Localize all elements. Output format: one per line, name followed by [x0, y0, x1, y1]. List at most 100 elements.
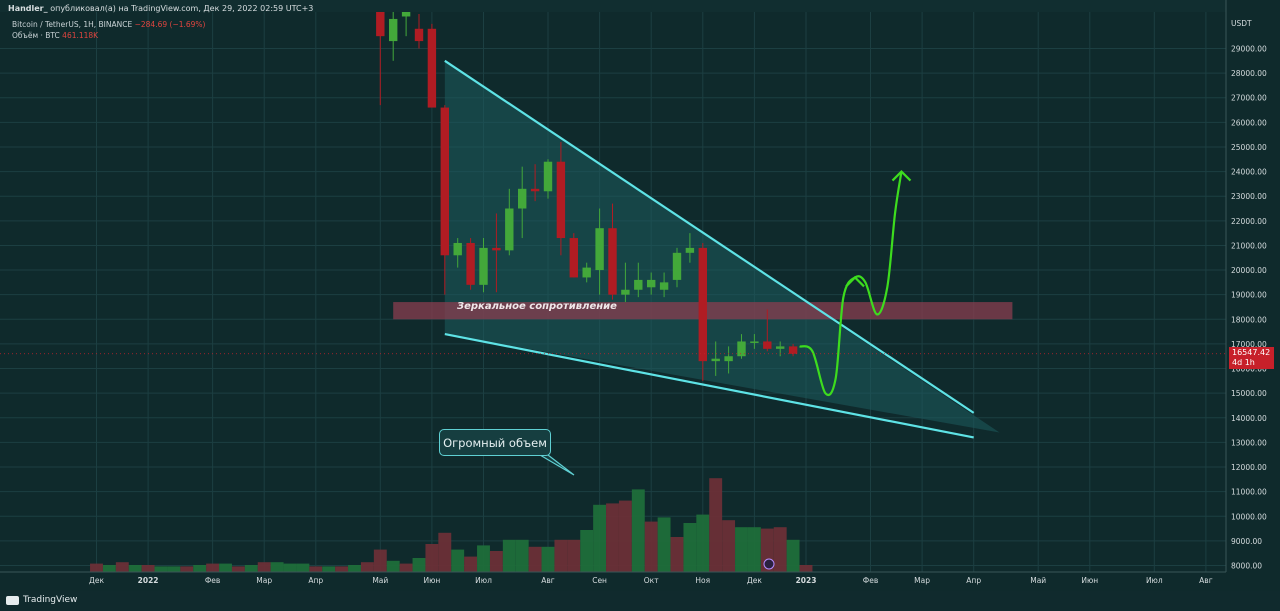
volume-bar	[425, 544, 439, 572]
volume-bar	[141, 565, 155, 572]
last-price-tag: 16547.42 4d 1h	[1229, 347, 1274, 369]
candle	[763, 309, 772, 352]
candle	[582, 262, 591, 283]
candle	[788, 343, 798, 357]
volume-bar	[489, 551, 503, 572]
volume-bar	[722, 520, 736, 572]
volume-bar	[309, 566, 323, 572]
candle-body	[750, 341, 759, 343]
volume-bar	[373, 549, 387, 572]
volume-bar	[244, 565, 258, 572]
volume-bar	[412, 558, 426, 572]
time-tick-label: Мар	[914, 576, 930, 585]
publish-header: Handler_ опубликовал(а) на TradingView.c…	[8, 4, 313, 13]
candle-body	[634, 279, 643, 290]
price-tick-label: 13000.00	[1231, 438, 1267, 447]
volume-bar	[399, 563, 413, 572]
time-tick-label: Сен	[592, 576, 607, 585]
candle	[389, 12, 398, 61]
volume-bar	[451, 549, 465, 572]
candle	[492, 213, 501, 293]
volume-bar	[567, 539, 581, 572]
time-tick-label: Дек	[747, 576, 762, 585]
candle-body	[479, 247, 488, 285]
candle-body	[414, 28, 424, 42]
time-tick-label: Авг	[541, 576, 555, 585]
price-tick-label: 15000.00	[1231, 389, 1267, 398]
candle	[685, 233, 695, 263]
tradingview-logo[interactable]: TradingView	[6, 595, 77, 605]
symbol-legend[interactable]: Bitcoin / TetherUS, 1Н, BINANCE −284.69 …	[12, 20, 205, 29]
candle-body	[672, 252, 682, 280]
volume-callout[interactable]: Огромный объем	[439, 429, 551, 456]
price-tick-label: 12000.00	[1231, 463, 1267, 472]
candle-body	[543, 161, 553, 192]
price-tick-label: 14000.00	[1231, 414, 1267, 423]
volume-bars	[90, 478, 813, 572]
volume-bar	[102, 565, 116, 572]
candle-body	[659, 282, 669, 290]
volume-bar	[322, 566, 336, 572]
volume-bar	[735, 527, 748, 572]
candle-body	[763, 341, 772, 349]
time-tick-label: Июн	[1081, 576, 1098, 585]
volume-bar	[296, 563, 310, 572]
volume-bar	[541, 546, 555, 572]
volume-bar	[618, 500, 632, 572]
price-change: −284.69 (−1.69%)	[134, 20, 206, 29]
candle	[595, 208, 604, 295]
candle	[737, 334, 746, 359]
volume-label: Объём · BTC	[12, 31, 60, 40]
time-tick-label: Фев	[205, 576, 221, 585]
forecast-arrow-top	[891, 170, 912, 182]
volume-bar	[167, 566, 181, 572]
candle-body	[595, 228, 604, 271]
volume-bar	[631, 489, 645, 572]
price-tick-label: 19000.00	[1231, 291, 1267, 300]
candle	[647, 272, 656, 295]
volume-bar	[219, 563, 232, 572]
volume-bar	[657, 517, 671, 572]
author-name[interactable]: Handler_	[8, 4, 48, 13]
price-tick-label: 17000.00	[1231, 340, 1267, 349]
candle-body	[466, 242, 475, 285]
price-tick-label: 29000.00	[1231, 44, 1267, 53]
volume-legend[interactable]: Объём · BTC 461.118K	[12, 31, 98, 40]
time-tick-label: Апр	[308, 576, 323, 585]
candle-body	[711, 358, 720, 362]
volume-bar	[257, 562, 271, 572]
symbol-line: Bitcoin / TetherUS, 1Н, BINANCE	[12, 20, 133, 29]
candle-body	[505, 208, 514, 251]
candle	[543, 159, 553, 199]
volume-bar	[464, 556, 478, 572]
volume-bar	[747, 527, 761, 572]
candle-body	[776, 346, 785, 349]
candle-body	[427, 28, 437, 108]
volume-bar	[115, 562, 129, 572]
candle	[401, 12, 411, 37]
candle-body	[788, 346, 798, 354]
volume-bar	[799, 565, 813, 572]
time-tick-label: 2023	[796, 576, 817, 585]
candle-body	[698, 247, 707, 362]
volume-bar	[231, 566, 245, 572]
candle-body	[389, 18, 398, 42]
candle	[453, 238, 462, 268]
candle	[556, 142, 566, 256]
volume-bar	[786, 539, 800, 572]
candle	[466, 238, 475, 290]
time-tick-label: Май	[372, 576, 388, 585]
volume-value: 461.118K	[62, 31, 99, 40]
candle-body	[647, 279, 656, 288]
time-tick-label: Фев	[863, 576, 879, 585]
candle-body	[376, 12, 385, 37]
time-tick-label: Ноя	[695, 576, 710, 585]
volume-bar	[515, 539, 529, 572]
candle-body	[440, 107, 449, 256]
candle-body	[453, 242, 462, 256]
published-text: опубликовал(а) на TradingView.com, Дек 2…	[50, 4, 314, 13]
volume-bar	[670, 537, 684, 572]
candle-body	[685, 247, 695, 253]
time-tick-label: Дек	[89, 576, 104, 585]
